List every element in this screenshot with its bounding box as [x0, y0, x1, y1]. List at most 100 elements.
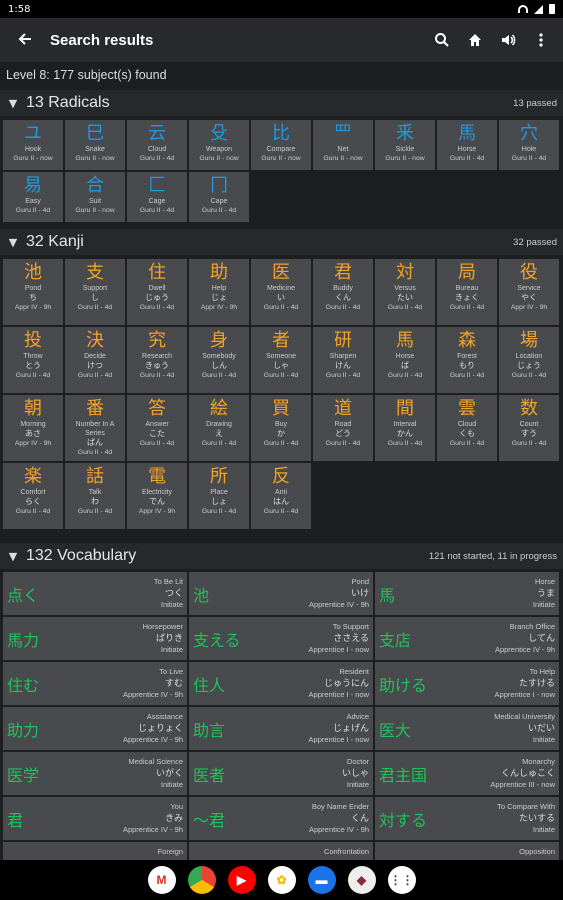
- kanji-tile[interactable]: 池 Pond ち Appr IV - 9h: [3, 259, 63, 325]
- vocab-tile[interactable]: 君主国 Monarchy くんしゅこく Apprentice III - now: [375, 752, 559, 795]
- vocab-reading: くんしゅこく: [500, 768, 555, 778]
- kanji-tile[interactable]: 楽 Comfort らく Guru II - 4d: [3, 463, 63, 529]
- kanji-tile[interactable]: 買 Buy か Guru II - 4d: [251, 395, 311, 461]
- chevron-down-icon[interactable]: ▼: [8, 549, 18, 563]
- vocab-word: 君: [7, 811, 24, 830]
- vocab-info: Assistance じょりょく Apprentice IV - 9h: [123, 711, 183, 745]
- radical-tile[interactable]: 云 Cloud Guru II - 4d: [127, 120, 187, 170]
- radical-tile[interactable]: 罒 Net Guru II - now: [313, 120, 373, 170]
- kanji-tile[interactable]: 電 Electricity でん Appr IV - 9h: [127, 463, 187, 529]
- vocab-info: Opposition: [519, 846, 555, 857]
- vocab-tile[interactable]: 池 Pond いけ Apprentice IV - 9h: [189, 572, 373, 615]
- radical-tile[interactable]: 比 Compare Guru II - now: [251, 120, 311, 170]
- vocab-srs: Apprentice III - now: [490, 780, 555, 789]
- kanji-glyph: 答: [148, 398, 166, 419]
- arrow-left-icon[interactable]: [0, 28, 50, 52]
- vocab-reading: いだい: [527, 723, 555, 733]
- kanji-tile[interactable]: 話 Talk わ Guru II - 4d: [65, 463, 125, 529]
- radical-tile[interactable]: 殳 Weapon Guru II - now: [189, 120, 249, 170]
- kanji-tile[interactable]: 森 Forest もり Guru II - 4d: [437, 327, 497, 393]
- photos-icon[interactable]: ✿: [267, 866, 296, 894]
- kanji-reading: こた: [149, 429, 165, 438]
- home-icon[interactable]: [458, 25, 491, 55]
- radical-srs: Guru II - now: [75, 155, 115, 162]
- kanji-tile[interactable]: 究 Research きゅう Guru II - 4d: [127, 327, 187, 393]
- vocab-tile[interactable]: 医者 Doctor いしゃ Initiate: [189, 752, 373, 795]
- section-header-radicals[interactable]: ▼ 13 Radicals 13 passed: [0, 90, 563, 116]
- vocab-info: To Compare With たいする Initiate: [497, 801, 555, 835]
- gmail-icon[interactable]: M: [147, 866, 176, 894]
- radical-tile[interactable]: 釆 Sickle Guru II - now: [375, 120, 435, 170]
- messages-icon[interactable]: ▬: [307, 866, 336, 894]
- chrome-icon[interactable]: [187, 866, 216, 894]
- vocab-srs: Initiate: [160, 600, 183, 609]
- radical-tile[interactable]: 穴 Hole Guru II - 4d: [499, 120, 559, 170]
- vocab-tile[interactable]: 馬 Horse うま Initiate: [375, 572, 559, 615]
- kanji-tile[interactable]: 投 Throw とう Guru II - 4d: [3, 327, 63, 393]
- kanji-tile[interactable]: 番 Number In A Series ばん Guru II - 4d: [65, 395, 125, 461]
- vocab-tile[interactable]: 助ける To Help たすける Apprentice I - now: [375, 662, 559, 705]
- kanji-reading: か: [277, 429, 285, 438]
- vocab-tile[interactable]: 助言 Advice じょげん Apprentice I - now: [189, 707, 373, 750]
- kanji-tile[interactable]: 住 Dwell じゅう Guru II - 4d: [127, 259, 187, 325]
- section-header-kanji[interactable]: ▼ 32 Kanji 32 passed: [0, 229, 563, 255]
- kanji-tile[interactable]: 朝 Morning あさ Appr IV - 9h: [3, 395, 63, 461]
- vocab-tile[interactable]: 点く To Be Lit つく Initiate: [3, 572, 187, 615]
- radical-srs: Guru II - now: [323, 155, 363, 162]
- chevron-down-icon[interactable]: ▼: [8, 96, 18, 110]
- kanji-reading: らく: [25, 497, 41, 506]
- kanji-tile[interactable]: 決 Decide けつ Guru II - 4d: [65, 327, 125, 393]
- vocab-tile[interactable]: 〜君 Boy Name Ender くん Apprentice IV - 9h: [189, 797, 373, 840]
- vocab-tile[interactable]: 対する To Compare With たいする Initiate: [375, 797, 559, 840]
- kanji-tile[interactable]: 反 Anti はん Guru II - 4d: [251, 463, 311, 529]
- kanji-tile[interactable]: 数 Count すう Guru II - 4d: [499, 395, 559, 461]
- vocab-tile[interactable]: 支店 Branch Office してん Apprentice IV - 9h: [375, 617, 559, 660]
- vocab-info: To Support ささえる Apprentice I - now: [309, 621, 369, 655]
- radical-tile[interactable]: 合 Suit Guru II - now: [65, 172, 125, 222]
- vocab-tile[interactable]: 助力 Assistance じょりょく Apprentice IV - 9h: [3, 707, 187, 750]
- kanji-tile[interactable]: 雲 Cloud くも Guru II - 4d: [437, 395, 497, 461]
- kanji-tile[interactable]: 答 Answer こた Guru II - 4d: [127, 395, 187, 461]
- kanji-tile[interactable]: 間 Interval かん Guru II - 4d: [375, 395, 435, 461]
- vocab-tile[interactable]: 住人 Resident じゅうにん Apprentice I - now: [189, 662, 373, 705]
- radical-tile[interactable]: 馬 Horse Guru II - 4d: [437, 120, 497, 170]
- kanji-tile[interactable]: 研 Sharpen けん Guru II - 4d: [313, 327, 373, 393]
- vocab-tile[interactable]: 医学 Medical Science いがく Initiate: [3, 752, 187, 795]
- kanji-tile[interactable]: 支 Support し Guru II - 4d: [65, 259, 125, 325]
- vocab-word: 医者: [193, 766, 226, 785]
- kanji-tile[interactable]: 君 Buddy くん Guru II - 4d: [313, 259, 373, 325]
- radical-tile[interactable]: 巳 Snake Guru II - now: [65, 120, 125, 170]
- search-icon[interactable]: [425, 25, 458, 55]
- kanji-tile[interactable]: 身 Somebody しん Guru II - 4d: [189, 327, 249, 393]
- kanji-tile[interactable]: 者 Someone しゃ Guru II - 4d: [251, 327, 311, 393]
- kanji-tile[interactable]: 所 Place しょ Guru II - 4d: [189, 463, 249, 529]
- radical-tile[interactable]: 冂 Cape Guru II - 4d: [189, 172, 249, 222]
- section-header-vocabulary[interactable]: ▼ 132 Vocabulary 121 not started, 11 in …: [0, 543, 563, 569]
- volume-icon[interactable]: [491, 25, 524, 55]
- kanji-tile[interactable]: 役 Service やく Appr IV - 9h: [499, 259, 559, 325]
- kanji-tile[interactable]: 道 Road どう Guru II - 4d: [313, 395, 373, 461]
- vocab-tile[interactable]: 医大 Medical University いだい Initiate: [375, 707, 559, 750]
- kanji-tile[interactable]: 馬 Horse ば Guru II - 4d: [375, 327, 435, 393]
- chevron-down-icon[interactable]: ▼: [8, 235, 18, 249]
- kanji-tile[interactable]: 対 Versus たい Guru II - 4d: [375, 259, 435, 325]
- vocab-tile[interactable]: 住む To Live すむ Apprentice IV - 9h: [3, 662, 187, 705]
- youtube-icon[interactable]: ▶: [227, 866, 256, 894]
- vocab-tile[interactable]: 馬力 Horsepower ばりき Initiate: [3, 617, 187, 660]
- kanji-tile[interactable]: 医 Medicine い Guru II - 4d: [251, 259, 311, 325]
- kanji-srs: Guru II - 4d: [263, 508, 299, 515]
- kanji-tile[interactable]: 絵 Drawing え Guru II - 4d: [189, 395, 249, 461]
- radical-srs: Guru II - 4d: [201, 207, 237, 214]
- kanji-tile[interactable]: 助 Help じょ Appr IV - 9h: [189, 259, 249, 325]
- app-drawer-icon[interactable]: ⋮⋮: [387, 866, 416, 894]
- more-vert-icon[interactable]: [524, 25, 557, 55]
- vocab-tile[interactable]: 支える To Support ささえる Apprentice I - now: [189, 617, 373, 660]
- radical-tile[interactable]: ユ Hook Guru II - now: [3, 120, 63, 170]
- radical-tile[interactable]: 匚 Cage Guru II - 4d: [127, 172, 187, 222]
- app-icon[interactable]: ◆: [347, 866, 376, 894]
- kanji-tile[interactable]: 局 Bureau きょく Guru II - 4d: [437, 259, 497, 325]
- kanji-tile[interactable]: 場 Location じょう Guru II - 4d: [499, 327, 559, 393]
- kanji-srs: Guru II - 4d: [77, 449, 113, 456]
- vocab-tile[interactable]: 君 You きみ Apprentice IV - 9h: [3, 797, 187, 840]
- radical-tile[interactable]: 易 Easy Guru II - 4d: [3, 172, 63, 222]
